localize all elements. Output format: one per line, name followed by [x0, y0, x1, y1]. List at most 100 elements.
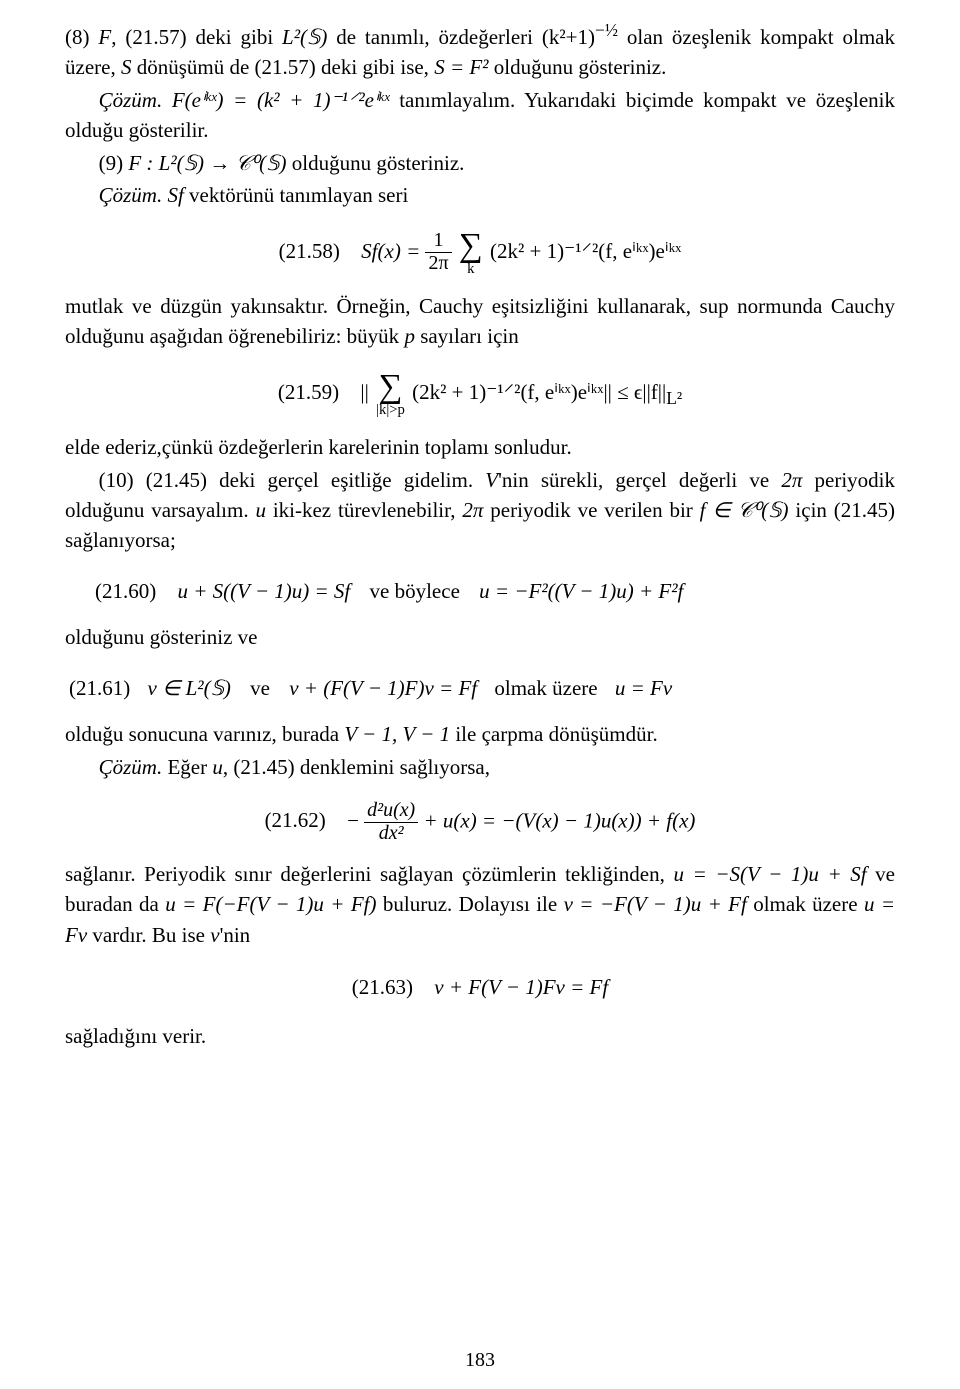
txt: , (21.45) denklemini sağlıyorsa, — [223, 755, 490, 779]
txt: , (21.57) deki gibi — [111, 25, 282, 49]
frac-num: d²u(x) — [364, 800, 418, 823]
math-Sf: Sf — [167, 183, 183, 207]
cozum-label: Çözüm. — [99, 88, 163, 112]
txt: (10) (21.45) deki gerçel eşitliğe gideli… — [99, 468, 486, 492]
equation-21-59: (21.59) || ∑ |k|>p (2k² + 1)⁻¹⸍²(f, eⁱᵏˣ… — [65, 370, 895, 418]
para-3: (9) F : L²(𝕊) → 𝒞⁰(𝕊) olduğunu gösterini… — [65, 148, 895, 178]
txt: de tanımlı, özdeğerleri — [327, 25, 542, 49]
txt: olmak üzere — [747, 892, 864, 916]
sum-sub: k — [459, 262, 483, 277]
eq-body: v + F(V − 1)Fv = Ff — [434, 975, 608, 999]
math-uSV: u = −S(V − 1)u + Sf — [673, 862, 866, 886]
eq-open: || — [360, 380, 368, 404]
frac-den: dx² — [364, 823, 418, 845]
math-v: v — [210, 923, 219, 947]
para-10: Çözüm. Eğer u, (21.45) denklemini sağlıy… — [65, 752, 895, 782]
math-p: p — [404, 324, 415, 348]
eq-mid: ve böylece — [370, 579, 460, 603]
txt: (9) — [99, 151, 129, 175]
eq-left: u + S((V − 1)u) = Sf — [178, 579, 351, 603]
para-12: sağladığını verir. — [65, 1021, 895, 1051]
para-11: sağlanır. Periyodik sınır değerlerini sa… — [65, 859, 895, 950]
cozum-label: Çözüm. — [99, 183, 163, 207]
txt: vardır. Bu ise — [87, 923, 210, 947]
txt: Eğer — [162, 755, 212, 779]
txt: vektörünü tanımlayan seri — [184, 183, 409, 207]
math-2pi: 2π — [781, 468, 802, 492]
eq-num: (21.59) — [278, 377, 339, 407]
eq-body: (2k² + 1)⁻¹⸍²(f, eⁱᵏˣ)eⁱᵏˣ — [490, 239, 681, 263]
page: (8) F, (21.57) deki gibi L²(𝕊) de tanıml… — [0, 0, 960, 1389]
para-6: elde ederiz,çünkü özdeğerlerin karelerin… — [65, 432, 895, 462]
eq-num: (21.58) — [279, 236, 340, 266]
math-eig-exp: −½ — [595, 20, 618, 40]
math-F: F — [98, 25, 111, 49]
sum-sub: |k|>p — [376, 403, 405, 418]
eq-num: (21.61) — [69, 673, 130, 703]
txt: periyodik ve verilen bir — [483, 498, 699, 522]
sum-symbol: ∑ k — [459, 229, 483, 277]
equation-21-62: (21.62) − d²u(x) dx² + u(x) = −(V(x) − 1… — [65, 800, 895, 845]
txt: buluruz. Dolayısı ile — [376, 892, 563, 916]
txt: (8) — [65, 25, 98, 49]
eq-post: + u(x) = −(V(x) − 1)u(x)) + f(x) — [423, 808, 695, 832]
txt: olduğunu gösteriniz. — [488, 55, 666, 79]
txt: sağlanır. Periyodik sınır değerlerini sa… — [65, 862, 673, 886]
equation-21-63: (21.63) v + F(V − 1)Fv = Ff — [65, 972, 895, 1002]
math-L2S: L²(𝕊) — [282, 25, 327, 49]
math-fC0S: f ∈ 𝒞⁰(𝕊) — [700, 498, 789, 522]
math-vFV: v = −F(V − 1)u + Ff — [564, 892, 747, 916]
txt: iki-kez türevlenebilir, — [266, 498, 462, 522]
para-9: olduğu sonucuna varınız, burada V − 1, V… — [65, 719, 895, 749]
equation-21-60: (21.60) u + S((V − 1)u) = Sf ve böylece … — [65, 576, 895, 606]
page-number: 183 — [0, 1346, 960, 1375]
eq-mid: olmak üzere — [494, 676, 597, 700]
eq-num: (21.62) — [265, 805, 326, 835]
txt: olduğu sonucuna varınız, burada — [65, 722, 344, 746]
math-Vm1: V − 1, V − 1 — [344, 722, 450, 746]
para-8: olduğunu gösteriniz ve — [65, 622, 895, 652]
txt: dönüşümü de (21.57) deki gibi ise, — [131, 55, 434, 79]
cozum-label: Çözüm. — [99, 755, 163, 779]
sum-symbol: ∑ |k|>p — [376, 370, 405, 418]
txt: elde ederiz,çünkü özdeğerlerin karelerin… — [65, 435, 572, 459]
eq-num: (21.63) — [352, 972, 413, 1002]
eq-pre: − — [347, 808, 359, 832]
para-4: Çözüm. Sf vektörünü tanımlayan seri — [65, 180, 895, 210]
txt: olduğunu gösteriniz. — [287, 151, 465, 175]
math-V: V — [485, 468, 498, 492]
math-map: F : L²(𝕊) → 𝒞⁰(𝕊) — [128, 151, 286, 175]
txt: 'nin — [220, 923, 251, 947]
para-2: Çözüm. F(eⁱᵏˣ) = (k² + 1)⁻¹⸍²eⁱᵏˣ tanıml… — [65, 85, 895, 146]
math-eig: (k²+1) — [542, 25, 595, 49]
txt: sağladığını verir. — [65, 1024, 206, 1048]
math-u: u — [212, 755, 223, 779]
math-S: S — [121, 55, 132, 79]
eq-sub: L² — [666, 388, 682, 408]
frac-d2u: d²u(x) dx² — [364, 800, 418, 845]
eq-ve: ve — [250, 676, 270, 700]
frac-den: 2π — [425, 253, 451, 275]
math-2pi: 2π — [462, 498, 483, 522]
txt: ile çarpma dönüşümdür. — [450, 722, 658, 746]
para-7: (10) (21.45) deki gerçel eşitliğe gideli… — [65, 465, 895, 556]
equation-21-58: (21.58) Sf(x) = 1 2π ∑ k (2k² + 1)⁻¹⸍²(f… — [65, 229, 895, 277]
txt: sayıları için — [415, 324, 519, 348]
txt: olduğunu gösteriniz ve — [65, 625, 257, 649]
txt: 'nin sürekli, gerçel değerli ve — [498, 468, 781, 492]
eq-right: u = −F²((V − 1)u) + F²f — [479, 579, 683, 603]
frac-1-2pi: 1 2π — [425, 230, 451, 275]
math-Feikx: F(eⁱᵏˣ) = (k² + 1)⁻¹⸍²eⁱᵏˣ — [172, 88, 390, 112]
para-5: mutlak ve düzgün yakınsaktır. Örneğin, C… — [65, 291, 895, 352]
eq-c: u = Fv — [615, 676, 672, 700]
para-1: (8) F, (21.57) deki gibi L²(𝕊) de tanıml… — [65, 18, 895, 83]
eq-lhs: Sf(x) = — [361, 239, 425, 263]
math-uFF: u = F(−F(V − 1)u + Ff) — [165, 892, 376, 916]
eq-body: (2k² + 1)⁻¹⸍²(f, eⁱᵏˣ)eⁱᵏˣ|| ≤ ϵ||f|| — [412, 380, 666, 404]
eq-a: v ∈ L²(𝕊) — [148, 676, 231, 700]
frac-num: 1 — [425, 230, 451, 253]
eq-num: (21.60) — [95, 576, 156, 606]
equation-21-61: (21.61) v ∈ L²(𝕊) ve v + (F(V − 1)F)v = … — [65, 673, 895, 703]
math-SFeq: S = F² — [434, 55, 488, 79]
eq-b: v + (F(V − 1)F)v = Ff — [289, 676, 477, 700]
